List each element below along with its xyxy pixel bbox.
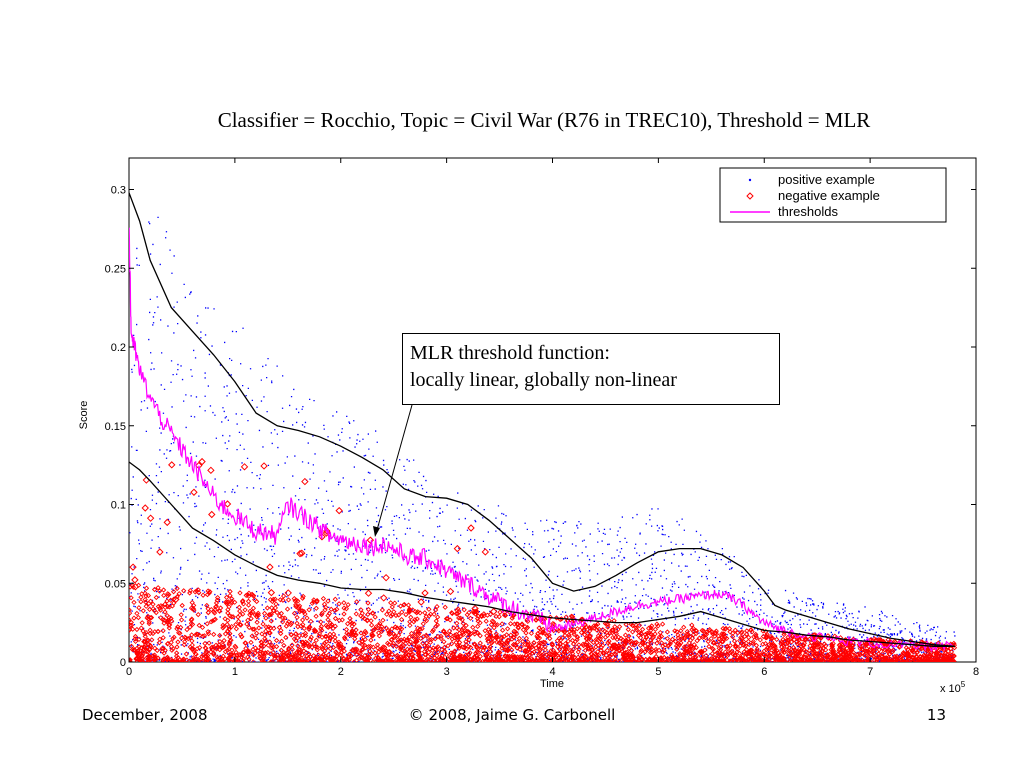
x-tick-label-4: 4	[549, 666, 555, 678]
negative-example-marker	[301, 477, 309, 486]
legend-positive-marker	[748, 178, 752, 182]
negative-example-marker	[163, 518, 171, 527]
y-tick-label-4: 0.2	[111, 342, 126, 354]
legend-box	[719, 167, 947, 223]
negative-example-marker	[207, 466, 215, 475]
x-tick-label-8: 8	[973, 666, 979, 678]
y-tick-label-0: 0	[120, 657, 126, 669]
negative-example-marker	[364, 589, 373, 597]
negative-example-marker	[260, 462, 268, 470]
thresholds-line	[129, 227, 953, 652]
negative-example-marker	[156, 548, 164, 556]
negative-example-marker	[208, 510, 216, 519]
x-tick-label-3: 3	[444, 666, 450, 678]
envelope-line-2	[129, 461, 955, 647]
negative-example-marker	[266, 563, 274, 571]
footer-copyright: © 2008, Jaime G. Carbonell	[408, 706, 616, 724]
negative-example-marker	[284, 589, 292, 597]
negative-example-marker	[453, 544, 462, 553]
callout-line-1: MLR threshold function:	[410, 342, 610, 364]
footer-page-number: 13	[926, 706, 946, 724]
legend: positive example negative example thresh…	[719, 167, 947, 223]
negative-example-marker	[421, 589, 429, 597]
negative-example-marker	[335, 506, 343, 515]
negative-example-marker	[168, 461, 176, 469]
legend-negative-label: negative example	[778, 188, 880, 203]
negative-example-marker	[296, 549, 304, 558]
legend-negative-marker	[746, 192, 754, 200]
x-tick-label-5: 5	[655, 666, 661, 678]
negative-example-marker	[131, 576, 139, 584]
callout-arrow	[373, 404, 413, 537]
negative-example-marker	[298, 549, 306, 557]
negative-example-marker	[172, 595, 180, 604]
negative-example-marker	[198, 457, 206, 466]
slide-title: Classifier = Rocchio, Topic = Civil War …	[217, 108, 871, 132]
y-tick-label-3: 0.15	[105, 421, 126, 433]
series-lines	[129, 192, 955, 652]
negative-example-marker	[131, 583, 140, 591]
negative-example-marker	[267, 588, 276, 597]
envelope-line-1	[129, 192, 955, 647]
x-tick-label-2: 2	[338, 666, 344, 678]
negative-example-marker	[380, 594, 388, 602]
negative-example-marker	[382, 573, 390, 582]
negative-example-marker	[471, 604, 479, 613]
negative-example-marker	[417, 598, 425, 606]
callout-line-2: locally linear, globally non-linear	[410, 369, 677, 391]
axis-ticks: 0 1 2 3 4 5 6 7 8 0 0.05 0.1 0.15 0.2 0.25 0.3	[105, 158, 979, 678]
y-axis-label: Score	[78, 401, 90, 430]
negative-example-marker	[467, 524, 475, 532]
negative-example-marker	[490, 607, 498, 616]
negative-example-marker	[141, 504, 149, 512]
x-tick-label-6: 6	[761, 666, 767, 678]
x-tick-label-7: 7	[867, 666, 873, 678]
legend-threshold-label: thresholds	[778, 204, 838, 219]
negative-example-marker	[190, 488, 198, 496]
y-tick-label-5: 0.25	[105, 263, 126, 275]
callout-box: MLR threshold function: locally linear, …	[402, 333, 780, 405]
x-axis-label: Time	[540, 678, 564, 690]
x-multiplier-label: x 105	[940, 680, 966, 695]
x-tick-label-1: 1	[232, 666, 238, 678]
negative-example-marker	[481, 548, 490, 556]
negative-example-marker	[446, 587, 455, 596]
y-tick-label-6: 0.3	[111, 185, 126, 197]
negative-example-marker	[240, 463, 249, 471]
x-multiplier-base: x 10	[940, 683, 961, 695]
footer-date: December, 2008	[82, 706, 208, 724]
negative-example-marker	[223, 500, 232, 508]
legend-positive-label: positive example	[778, 172, 875, 187]
x-multiplier-exponent: 5	[961, 680, 966, 689]
negative-example-marker	[366, 536, 375, 544]
negative-example-marker	[146, 514, 155, 522]
plot-area	[128, 157, 977, 663]
y-tick-label-1: 0.05	[105, 578, 126, 590]
negative-example-marker	[129, 563, 137, 571]
y-tick-label-2: 0.1	[111, 500, 126, 512]
x-tick-label-0: 0	[126, 666, 132, 678]
